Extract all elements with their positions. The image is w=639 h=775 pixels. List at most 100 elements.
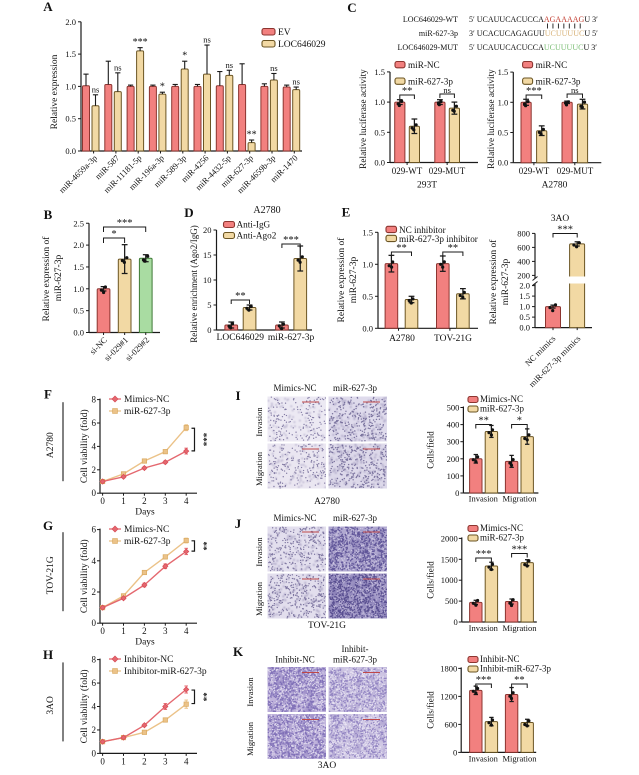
svg-text:0.5: 0.5 [73, 306, 84, 316]
svg-text:Invasion: Invasion [254, 407, 264, 437]
svg-text:NC inhibitor: NC inhibitor [399, 225, 446, 235]
svg-text:Mimics-NC: Mimics-NC [124, 525, 169, 535]
svg-text:6: 6 [92, 678, 97, 688]
svg-text:Relative expression of: Relative expression of [336, 237, 347, 323]
svg-text:F: F [44, 387, 52, 402]
svg-text:300: 300 [447, 437, 460, 447]
svg-text:TOV-21G: TOV-21G [308, 621, 346, 631]
svg-text:miR-627-3p: miR-627-3p [536, 77, 581, 87]
svg-text:0: 0 [454, 617, 458, 627]
svg-text:**: ** [247, 130, 257, 141]
svg-text:Relative expression of: Relative expression of [41, 236, 52, 322]
svg-text:Cell viability (fold): Cell viability (fold) [79, 539, 90, 613]
svg-text:A: A [43, 0, 53, 14]
svg-text:**: ** [448, 243, 459, 254]
svg-text:4: 4 [92, 702, 97, 712]
svg-text:2: 2 [142, 496, 147, 506]
svg-text:**: ** [396, 243, 407, 254]
svg-text:0.5: 0.5 [65, 114, 76, 124]
svg-text:LOC646029: LOC646029 [217, 333, 265, 343]
svg-text:0.0: 0.0 [65, 146, 76, 156]
svg-text:***: *** [476, 549, 492, 560]
svg-text:4: 4 [92, 556, 97, 566]
svg-text:500: 500 [445, 596, 458, 606]
svg-text:miR-627-3p: miR-627-3p [54, 255, 64, 302]
svg-text:EV: EV [278, 28, 291, 38]
svg-text:miR-627-3p: miR-627-3p [419, 29, 458, 38]
svg-text:3′ UCACUCAGAGUUUCUUUUCU 5′: 3′ UCACUCAGAGUUUCUUUUCU 5′ [469, 29, 598, 38]
svg-text:0.0: 0.0 [498, 158, 509, 168]
svg-text:LOC646029-WT: LOC646029-WT [403, 15, 458, 24]
svg-text:4: 4 [92, 441, 97, 451]
svg-text:Invasion: Invasion [254, 537, 264, 567]
svg-text:Invasion: Invasion [469, 494, 499, 504]
svg-text:*: * [517, 416, 522, 427]
svg-text:Cells/field: Cells/field [426, 431, 436, 469]
svg-text:miR-627-3p: miR-627-3p [333, 655, 377, 665]
svg-text:0.0: 0.0 [374, 158, 385, 168]
svg-text:15: 15 [203, 250, 212, 260]
svg-text:Migration: Migration [254, 451, 264, 486]
svg-text:Invasion: Invasion [245, 677, 255, 707]
svg-text:0: 0 [100, 756, 105, 766]
svg-text:miR-627-3p: miR-627-3p [480, 533, 524, 543]
svg-text:1500: 1500 [441, 554, 458, 564]
svg-text:1.0: 1.0 [374, 97, 385, 107]
svg-text:1800: 1800 [440, 663, 457, 673]
svg-text:miR-627-3p: miR-627-3p [124, 407, 171, 417]
svg-text:ns: ns [92, 84, 100, 94]
svg-text:Days: Days [135, 508, 155, 518]
svg-text:Mimics-NC: Mimics-NC [273, 383, 316, 393]
svg-text:029-WT: 029-WT [392, 166, 423, 176]
svg-text:Inhibit-NC: Inhibit-NC [275, 655, 315, 665]
svg-text:**: ** [402, 86, 413, 97]
svg-text:***: *** [557, 225, 573, 236]
svg-text:D: D [184, 205, 193, 220]
svg-text:B: B [44, 207, 53, 222]
svg-text:400: 400 [517, 256, 530, 266]
svg-text:4: 4 [184, 626, 189, 636]
svg-text:600: 600 [444, 719, 457, 729]
svg-text:1.0: 1.0 [73, 284, 84, 294]
svg-text:miR-627-3p: miR-627-3p [268, 333, 315, 343]
svg-text:Migration: Migration [245, 721, 255, 756]
svg-text:400: 400 [447, 420, 460, 430]
svg-text:miR-627-3p: miR-627-3p [333, 513, 377, 523]
svg-text:3AO: 3AO [551, 214, 570, 224]
svg-text:ns: ns [443, 85, 451, 95]
svg-text:Inhibit-NC: Inhibit-NC [480, 654, 520, 664]
svg-text:A2780: A2780 [542, 181, 568, 191]
svg-text:2: 2 [92, 465, 97, 475]
svg-text:ns: ns [203, 35, 211, 45]
svg-text:**: ** [199, 692, 209, 702]
svg-text:TOV-21G: TOV-21G [46, 556, 56, 594]
svg-text:0: 0 [207, 325, 211, 335]
svg-text:1.5: 1.5 [73, 262, 84, 272]
svg-text:J: J [235, 516, 242, 531]
svg-text:0: 0 [92, 618, 97, 628]
svg-text:Invasion: Invasion [469, 623, 499, 633]
svg-text:***: *** [133, 37, 148, 48]
svg-text:Anti-Ago2: Anti-Ago2 [237, 231, 277, 241]
svg-text:1.5: 1.5 [362, 227, 373, 237]
svg-text:**: ** [235, 291, 246, 302]
svg-text:1000: 1000 [441, 575, 458, 585]
svg-text:1.5: 1.5 [498, 67, 509, 77]
svg-text:5: 5 [207, 300, 211, 310]
svg-text:miR-627-3p: miR-627-3p [408, 77, 453, 87]
svg-text:**: ** [514, 675, 525, 686]
svg-text:2.0: 2.0 [519, 281, 530, 291]
svg-text:1: 1 [121, 756, 126, 766]
svg-text:029-MUT: 029-MUT [557, 166, 594, 176]
svg-text:ns: ns [571, 85, 579, 95]
svg-text:Inhibitor-NC: Inhibitor-NC [124, 655, 173, 665]
svg-text:029-WT: 029-WT [519, 166, 550, 176]
svg-text:Migration: Migration [503, 623, 538, 633]
svg-text:Migration: Migration [503, 494, 538, 504]
svg-text:Relative expression of: Relative expression of [488, 239, 499, 325]
svg-text:Cells/field: Cells/field [426, 691, 436, 729]
svg-text:ns: ns [226, 60, 234, 70]
svg-text:Migration: Migration [254, 581, 264, 616]
svg-text:*: * [111, 229, 116, 240]
svg-text:0.5: 0.5 [519, 312, 530, 322]
